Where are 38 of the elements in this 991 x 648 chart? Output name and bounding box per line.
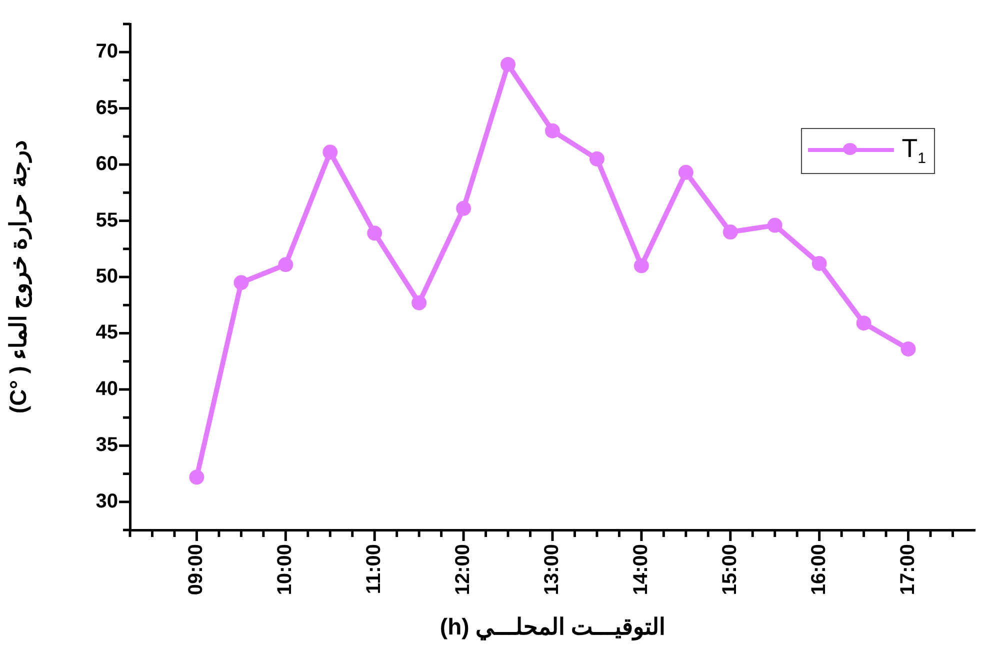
- y-tick-label: 35: [96, 434, 118, 456]
- y-tick-label: 65: [96, 96, 118, 119]
- x-tick-label: 13:00: [541, 544, 563, 596]
- point: [189, 470, 204, 485]
- point: [367, 226, 382, 241]
- legend-label: T$_{1}$: [902, 133, 926, 168]
- point: [722, 224, 738, 240]
- x-axis-title: التوقيـــت المحلـــي (h): [440, 614, 666, 642]
- point: [678, 164, 694, 180]
- x-tick-label: 15:00: [718, 544, 741, 596]
- x-tick-label: 11:00: [363, 544, 386, 594]
- y-tick-label: 50: [96, 266, 118, 288]
- point: [544, 123, 560, 138]
- y-tick-label: 55: [96, 209, 118, 232]
- y-tick-label: 60: [96, 153, 118, 176]
- y-tick-label: 45: [96, 322, 118, 344]
- x-tick-label: 09:00: [185, 544, 208, 596]
- point: [856, 316, 872, 331]
- y-tick-label: 70: [96, 40, 118, 63]
- point: [412, 295, 427, 310]
- y-axis-title: درجة حرارة خروج الماء ( °C): [5, 140, 34, 414]
- point: [456, 200, 472, 216]
- point: [278, 257, 294, 272]
- point: [234, 275, 249, 290]
- point: [589, 151, 604, 166]
- point: [812, 256, 827, 272]
- point: [322, 144, 338, 160]
- point: [900, 341, 916, 356]
- x-tick-label: 17:00: [896, 544, 919, 596]
- y-tick-label: 30: [96, 490, 118, 512]
- x-tick-label: 16:00: [808, 544, 830, 596]
- point: [500, 56, 516, 72]
- point: [634, 258, 649, 274]
- x-tick-label: 14:00: [630, 544, 652, 596]
- x-tick-label: 12:00: [452, 544, 474, 596]
- x-tick-label: 10:00: [274, 544, 296, 596]
- point: [767, 218, 782, 233]
- y-tick-label: 40: [96, 378, 118, 400]
